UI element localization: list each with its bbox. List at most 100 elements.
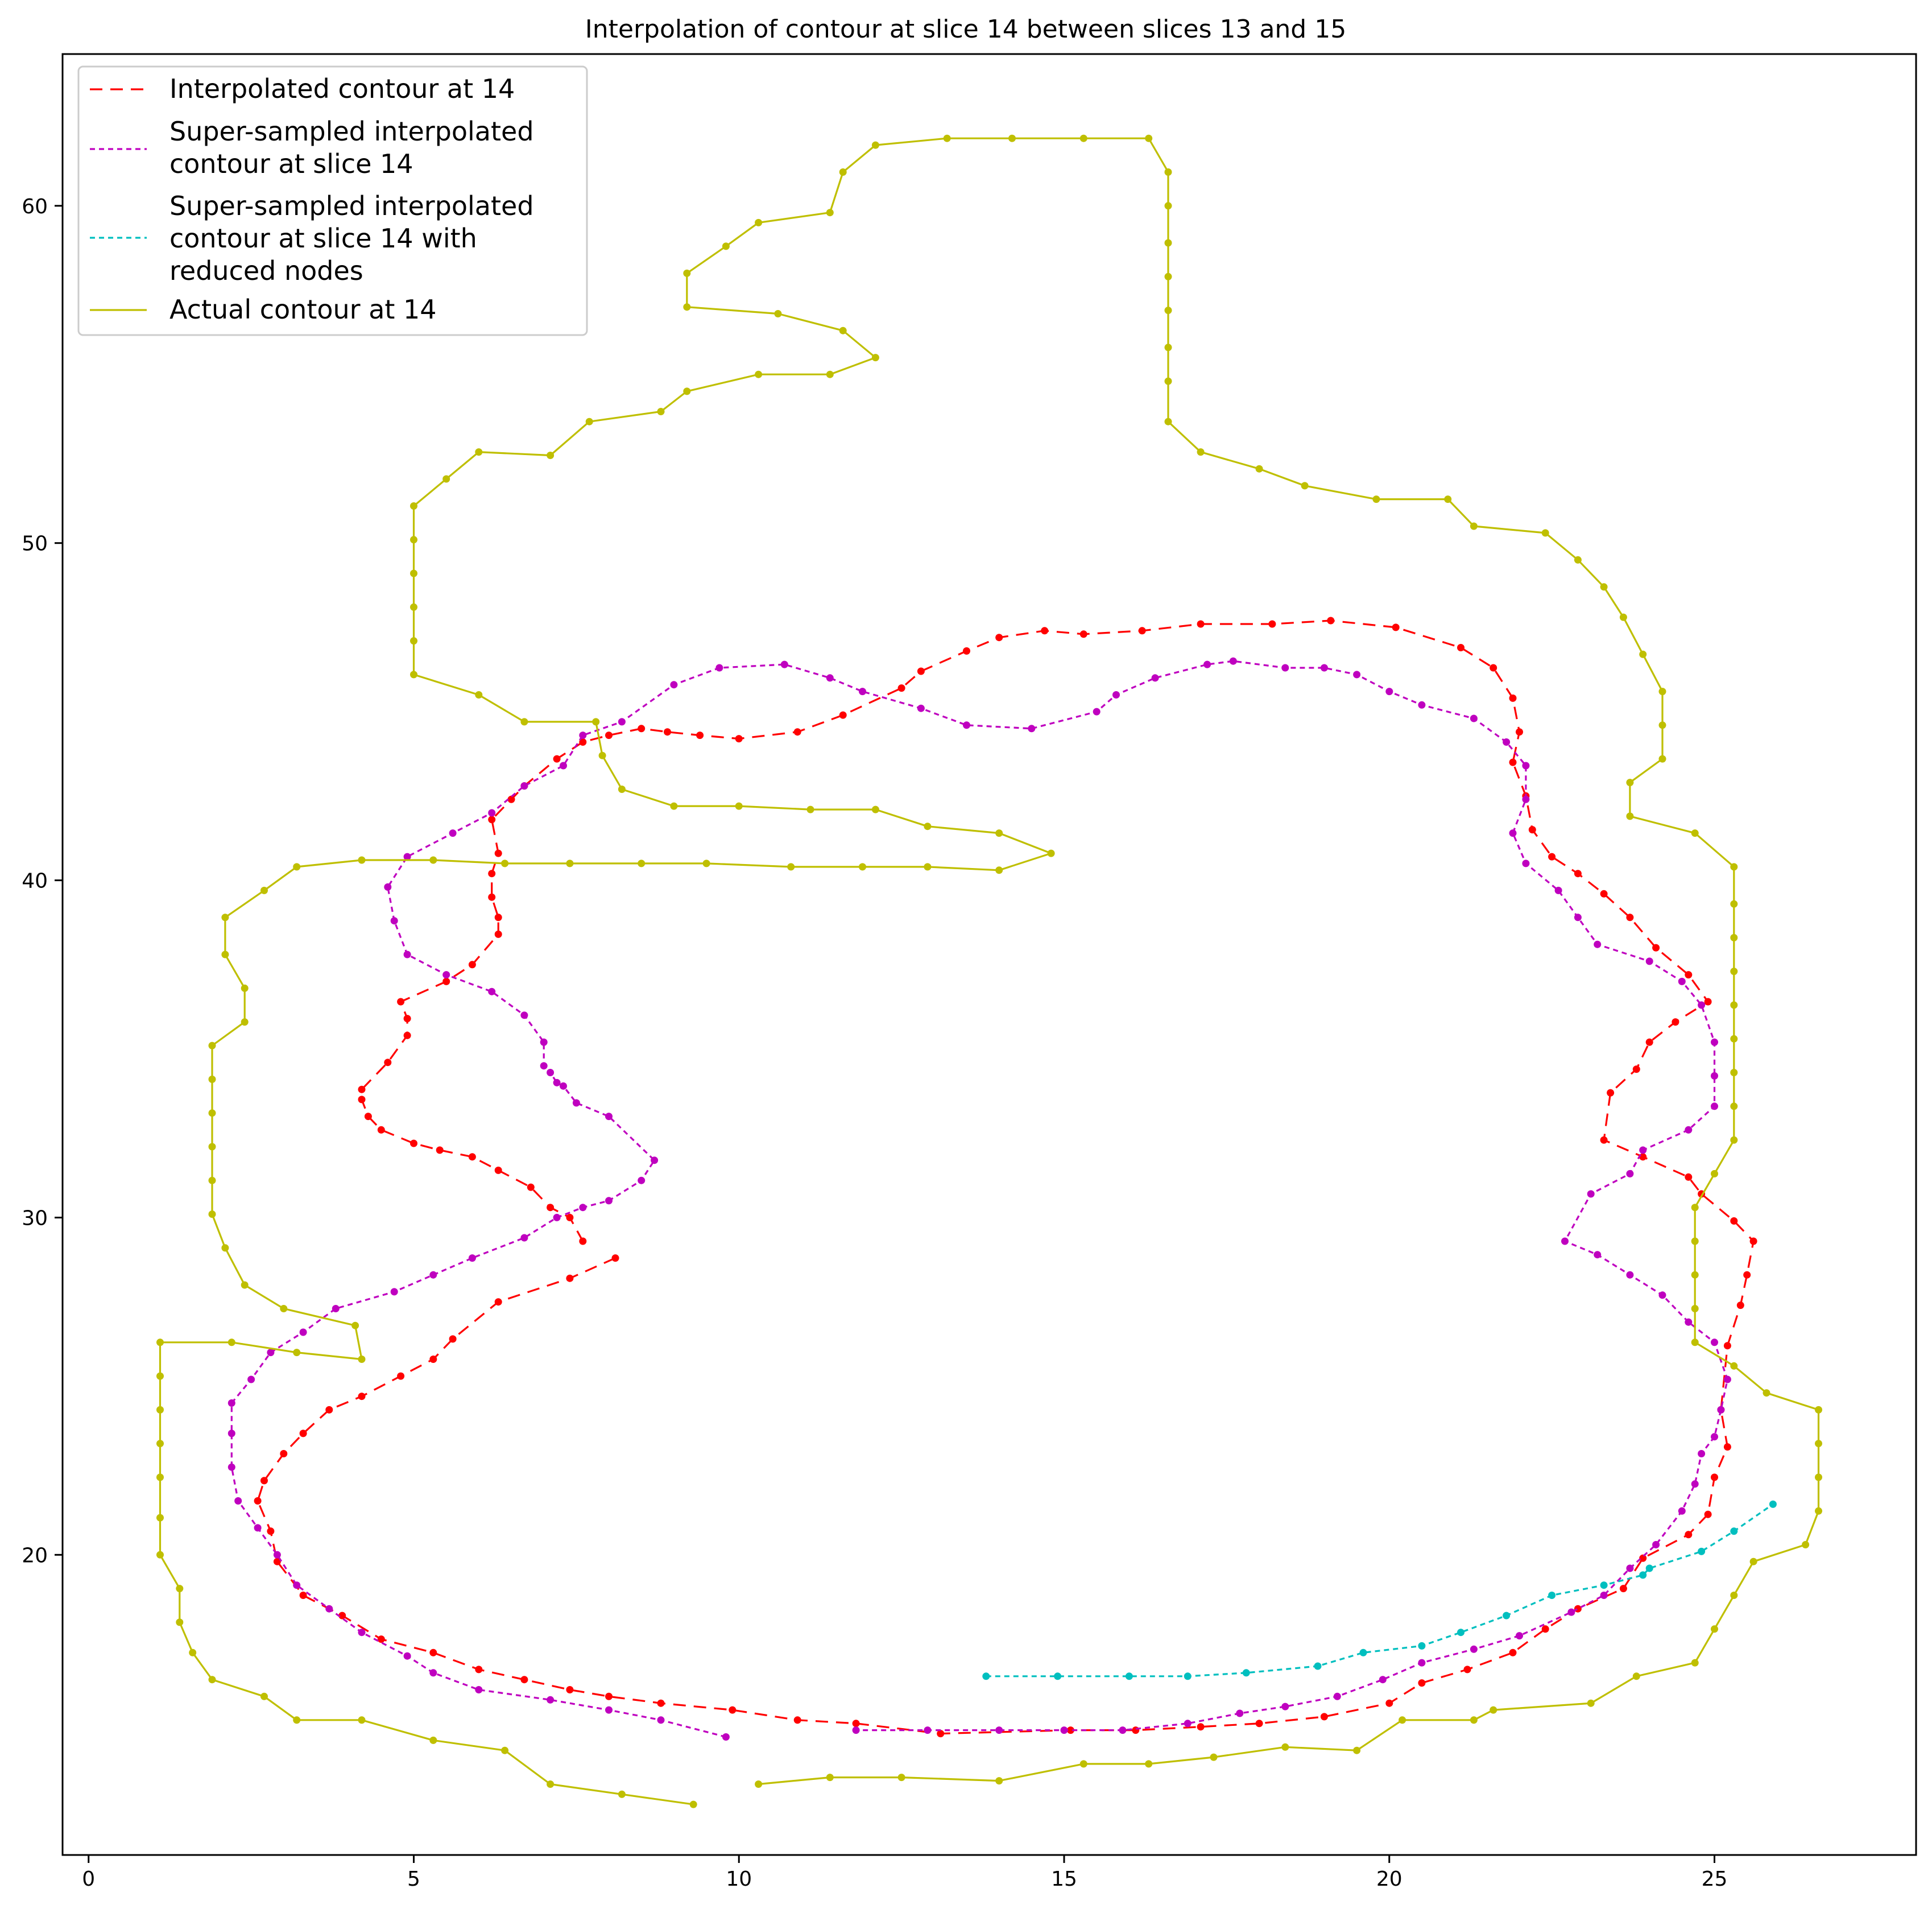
data-point (1372, 495, 1380, 503)
data-point (735, 735, 743, 743)
data-point (1184, 1672, 1192, 1680)
data-point (1079, 1760, 1087, 1768)
data-point (1639, 1554, 1647, 1562)
data-point (852, 1726, 860, 1734)
data-point (208, 1075, 216, 1083)
data-point (176, 1618, 184, 1626)
data-point (1749, 1557, 1757, 1565)
data-point (429, 1271, 437, 1279)
data-point (1736, 1301, 1744, 1309)
data-point (1151, 674, 1159, 682)
data-point (1639, 1571, 1647, 1579)
data-point (494, 1166, 502, 1174)
data-point (1320, 664, 1328, 672)
data-point (1164, 377, 1172, 385)
data-point (1645, 1038, 1653, 1046)
data-point (1574, 1605, 1582, 1613)
data-point (403, 951, 411, 958)
data-point (1639, 650, 1647, 658)
data-point (267, 1349, 275, 1357)
data-point (1164, 344, 1172, 352)
data-point (227, 1429, 235, 1437)
data-point (547, 452, 555, 459)
data-point (1632, 1672, 1640, 1680)
data-point (1587, 1699, 1595, 1707)
data-point (358, 1716, 366, 1724)
data-point (1685, 1531, 1693, 1539)
data-point (358, 1085, 366, 1093)
data-point (579, 1204, 587, 1212)
data-point (156, 1473, 164, 1481)
data-point (1730, 1527, 1738, 1535)
data-point (358, 856, 366, 864)
data-point (410, 569, 417, 577)
data-point (208, 1676, 216, 1684)
data-point (1242, 1669, 1250, 1677)
data-point (468, 1254, 476, 1262)
data-point (696, 732, 704, 739)
data-point (937, 1730, 945, 1738)
data-point (540, 1038, 548, 1046)
x-tick-label: 15 (1051, 1867, 1077, 1891)
data-point (826, 370, 834, 378)
data-point (943, 134, 951, 142)
data-point (1645, 957, 1653, 965)
data-point (1619, 613, 1627, 621)
data-point (1711, 1433, 1718, 1441)
data-point (657, 1699, 665, 1707)
data-point (260, 1477, 268, 1485)
data-point (1281, 1743, 1289, 1751)
data-point (1815, 1507, 1822, 1515)
data-point (1743, 1271, 1751, 1279)
data-point (1457, 644, 1464, 651)
legend: Interpolated contour at 14 Super-sampled… (77, 65, 588, 336)
data-point (917, 667, 925, 675)
data-point (547, 1780, 555, 1788)
data-point (1704, 998, 1712, 1006)
data-point (442, 977, 450, 985)
data-point (280, 1305, 288, 1312)
y-tick-label: 50 (22, 532, 48, 556)
data-point (520, 1011, 528, 1019)
data-point (227, 1463, 235, 1471)
data-point (657, 408, 665, 415)
data-point (995, 1726, 1003, 1734)
legend-label-supersampled: Super-sampled interpolated contour at sli… (169, 116, 534, 179)
data-point (1658, 721, 1666, 729)
data-point (468, 961, 476, 969)
data-point (1112, 691, 1120, 699)
data-point (859, 863, 866, 871)
data-point (1541, 1625, 1549, 1633)
data-point (1164, 239, 1172, 247)
data-point (241, 1018, 249, 1026)
data-point (1554, 886, 1562, 894)
data-point (1054, 1672, 1062, 1680)
data-point (436, 1146, 444, 1154)
data-point (1711, 1338, 1718, 1346)
data-point (520, 1234, 528, 1242)
data-point (475, 691, 483, 699)
data-point (429, 1669, 437, 1677)
data-point (683, 303, 691, 311)
data-point (871, 141, 879, 149)
data-point (234, 1497, 242, 1505)
data-point (1711, 1102, 1718, 1110)
data-point (1685, 1126, 1693, 1134)
data-point (403, 1031, 411, 1039)
data-point (618, 786, 626, 793)
data-point (1470, 714, 1478, 722)
data-point (410, 603, 417, 611)
data-point (520, 782, 528, 790)
data-point (156, 1372, 164, 1380)
data-point (520, 1676, 528, 1684)
data-point (1385, 688, 1393, 696)
data-point (488, 809, 496, 817)
data-point (1711, 1625, 1718, 1633)
data-point (1203, 660, 1211, 668)
data-point (364, 1113, 372, 1121)
data-point (1229, 657, 1237, 665)
data-point (826, 674, 834, 682)
data-point (1600, 1592, 1608, 1599)
data-point (1678, 977, 1686, 985)
data-point (1815, 1440, 1822, 1448)
